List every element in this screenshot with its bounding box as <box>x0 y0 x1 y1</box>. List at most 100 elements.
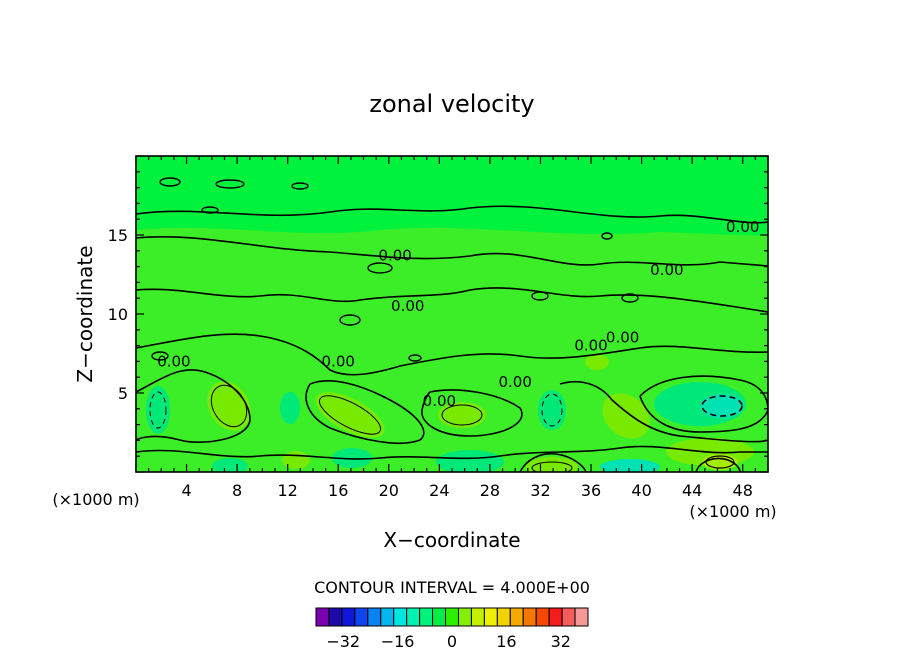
x-tick-label: 32 <box>530 481 550 500</box>
contour-line <box>136 235 768 267</box>
colorbar-swatch <box>561 607 576 627</box>
y-tick-label: 5 <box>118 384 128 403</box>
field-region <box>585 354 609 370</box>
colorbar-swatch <box>522 607 537 627</box>
contour-value-label: 0.00 <box>157 352 190 370</box>
contour-island <box>339 314 361 326</box>
contour-line <box>519 452 587 472</box>
colorbar-swatch <box>367 607 382 627</box>
field-region <box>602 393 650 439</box>
contour-line <box>421 389 523 437</box>
field-region <box>315 392 385 438</box>
contour-island <box>291 182 309 190</box>
colorbar-swatch <box>393 607 408 627</box>
contour-island <box>151 351 169 361</box>
contour-value-label: 0.00 <box>423 392 456 410</box>
colorbar-swatch <box>496 607 511 627</box>
colorbar-tick-label: 16 <box>496 632 516 651</box>
colorbar <box>315 607 589 627</box>
contour-island <box>531 291 549 301</box>
x-tick-label: 4 <box>181 481 191 500</box>
field-region <box>280 392 300 424</box>
contour-value-label: 0.00 <box>391 297 424 315</box>
x-axis-label: X−coordinate <box>383 528 520 552</box>
contour-value-label: 0.00 <box>378 247 411 265</box>
x-tick-label: 48 <box>733 481 753 500</box>
field-region <box>600 459 660 472</box>
contour-value-label: 0.00 <box>606 329 639 347</box>
contour-island <box>621 293 639 303</box>
chart-title: zonal velocity <box>369 90 534 118</box>
contour-line-thin <box>210 384 248 428</box>
colorbar-swatch <box>419 607 434 627</box>
contour-line <box>136 205 768 224</box>
contour-line <box>559 380 768 443</box>
contour-line-dashed <box>149 391 167 429</box>
contour-line-thin <box>531 461 573 472</box>
contour-value-labels: 0.000.000.000.000.000.000.00 0.000.000.00 <box>157 218 759 410</box>
contour-line-thin <box>441 404 483 426</box>
contour-island <box>367 262 393 274</box>
x-tick-label: 24 <box>429 481 449 500</box>
colorbar-swatch <box>457 607 472 627</box>
colorbar-swatch <box>315 607 330 627</box>
colorbar-swatch <box>470 607 485 627</box>
contour-island <box>159 177 181 187</box>
contour-line <box>305 380 425 445</box>
field-region <box>700 394 744 418</box>
x-tick-label: 8 <box>232 481 242 500</box>
contour-island <box>201 206 219 214</box>
colorbar-tick-label: −16 <box>381 632 415 651</box>
x-axis-units-right: (×1000 m) <box>689 502 776 521</box>
x-axis-units-left: (×1000 m) <box>52 490 139 509</box>
contour-interval-text: CONTOUR INTERVAL = 4.000E+00 <box>314 578 590 597</box>
y-axis-ticks: 5 10 15 <box>108 155 768 473</box>
x-tick-label: 16 <box>328 481 348 500</box>
contour-value-label: 0.00 <box>650 261 683 279</box>
colorbar-tick-label: 32 <box>551 632 571 651</box>
contour-line-dashed <box>541 393 563 427</box>
x-tick-label: 12 <box>278 481 298 500</box>
x-tick-label: 40 <box>631 481 651 500</box>
field-region <box>526 457 578 472</box>
colorbar-tick-label: −32 <box>326 632 360 651</box>
contour-line-dashed <box>701 395 743 417</box>
colorbar-swatch <box>535 607 550 627</box>
contour-value-label: 0.00 <box>322 352 355 370</box>
colorbar-swatch <box>548 607 563 627</box>
contour-lines <box>136 177 768 472</box>
y-axis-label: Z−coordinate <box>73 245 97 382</box>
colorbar-swatch <box>574 607 589 627</box>
field-region <box>538 390 566 430</box>
x-tick-label: 28 <box>480 481 500 500</box>
field-region <box>212 458 248 472</box>
colorbar-swatch <box>483 607 498 627</box>
colorbar-swatch <box>328 607 343 627</box>
contour-island <box>601 232 613 240</box>
colorbar-swatch <box>509 607 524 627</box>
contour-line <box>136 369 251 443</box>
field-region <box>436 450 504 472</box>
contour-line <box>136 333 768 376</box>
colorbar-swatch <box>354 607 369 627</box>
field-region <box>438 402 486 428</box>
colorbar-swatch <box>406 607 421 627</box>
contour-line <box>695 457 741 472</box>
y-tick-label: 15 <box>108 226 128 245</box>
y-tick-label: 10 <box>108 305 128 324</box>
contour-value-label: 0.00 <box>726 218 759 236</box>
x-tick-label: 36 <box>581 481 601 500</box>
contour-value-label: 0.00 <box>574 337 607 355</box>
colorbar-tick-labels: −32 −16 0 16 32 <box>326 632 571 651</box>
contour-island <box>215 179 245 189</box>
contour-line <box>136 445 768 460</box>
x-tick-label: 20 <box>379 481 399 500</box>
x-tick-label: 44 <box>682 481 702 500</box>
colorbar-swatch <box>341 607 356 627</box>
contour-value-label: 0.00 <box>498 373 531 391</box>
contour-island <box>408 354 422 362</box>
colorbar-tick-label: 0 <box>447 632 457 651</box>
colorbar-swatch <box>432 607 447 627</box>
contour-line-thin <box>705 455 735 469</box>
